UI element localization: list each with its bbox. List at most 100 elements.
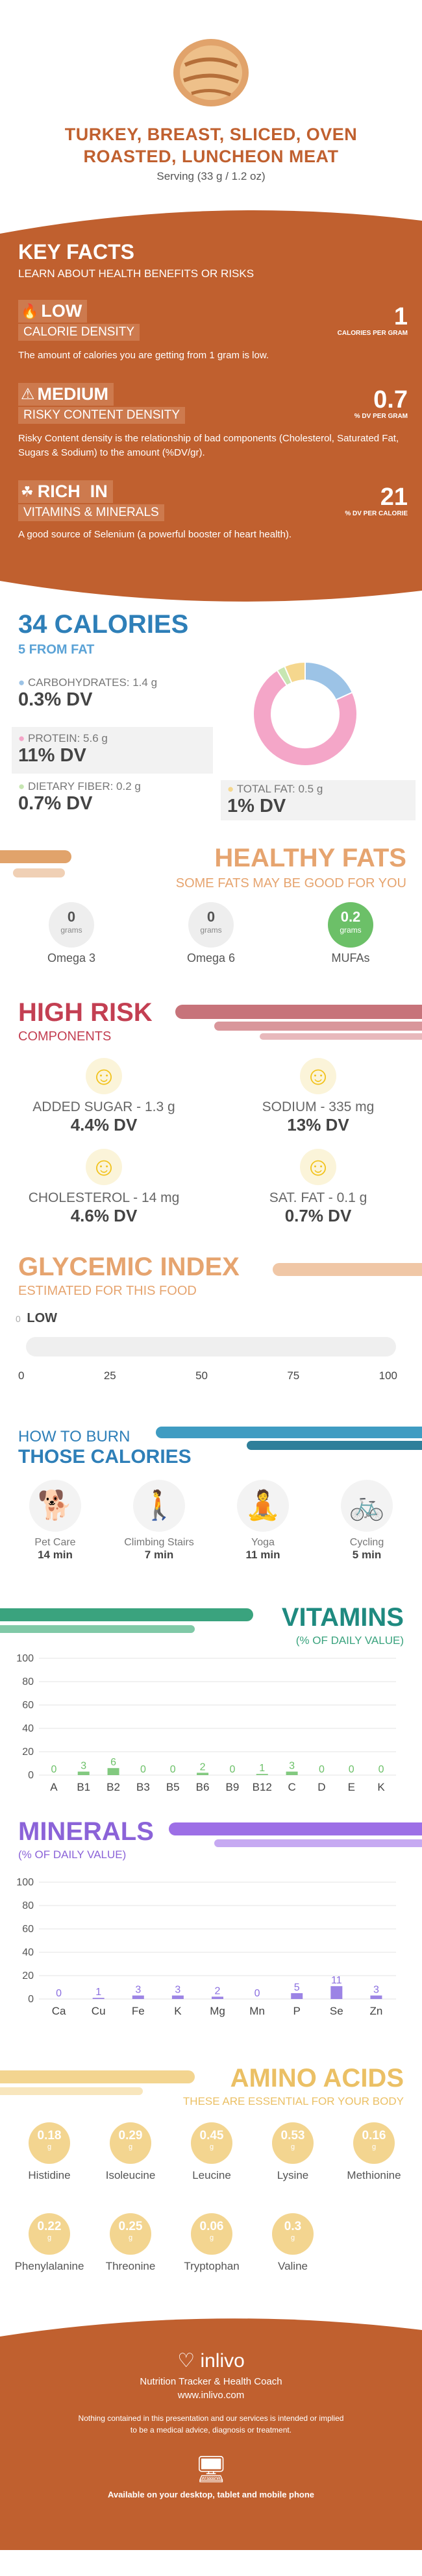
x-tick-label: Cu	[92, 2005, 106, 2017]
amino-unit: g	[290, 2143, 295, 2151]
risk-label: CHOLESTEROL - 14 mg	[28, 1190, 180, 1205]
risk-added-sugar: ☺ ADDED SUGAR - 1.3 g 4.4% DV	[26, 1058, 182, 1135]
fat-name: Omega 6	[186, 951, 236, 964]
high-risk-section: HIGH RISK COMPONENTS ☺ ADDED SUGAR - 1.3…	[0, 980, 422, 1240]
glycemic-title: GLYCEMIC INDEX	[18, 1253, 240, 1281]
bar-value-label: 2	[200, 1761, 206, 1773]
bar-value-label: 6	[110, 1757, 116, 1768]
key-fact-unit: % DV PER CALORIE	[345, 510, 408, 517]
protein-label: PROTEIN: 5.6 g	[28, 732, 108, 744]
smiley-icon: ☺	[86, 1058, 122, 1094]
calories-from-fat: 5 FROM FAT	[18, 643, 95, 657]
x-tick-label: B9	[226, 1781, 240, 1793]
glycemic-tick: 75	[287, 1369, 300, 1382]
key-fact-vitamins-minerals: ☘ RICH IN VITAMINS & MINERALS 21 % DV PE…	[18, 480, 408, 540]
x-tick-label: Mg	[210, 2005, 225, 2017]
donut-slice-protein	[253, 669, 358, 767]
activity-time: 11 min	[245, 1549, 280, 1561]
decor-bar	[214, 1022, 422, 1031]
amino-unit: g	[371, 2143, 377, 2151]
y-tick-label: 80	[22, 1900, 34, 1911]
bar-value-label: 3	[135, 1985, 141, 1996]
x-tick-label: K	[377, 1781, 385, 1793]
fat-mufas: 0.2 grams MUFAs	[321, 902, 380, 965]
healthy-fats-section: HEALTHY FATS SOME FATS MAY BE GOOD FOR Y…	[0, 818, 422, 980]
footer-background	[0, 2318, 422, 2550]
carbs-label: CARBOHYDRATES: 1.4 g	[28, 676, 158, 689]
key-fact-level: LOW	[41, 301, 82, 321]
smiley-icon: ☺	[300, 1149, 336, 1185]
healthy-fats-title: HEALTHY FATS	[214, 844, 406, 872]
amino-circle: 0.53 g	[272, 2122, 314, 2164]
amino-value: 0.53	[280, 2129, 305, 2142]
x-tick-label: B2	[106, 1781, 120, 1793]
x-tick-label: Ca	[52, 2005, 66, 2017]
amino-isoleucine: 0.29 g Isoleucine	[95, 2122, 166, 2182]
bar-value-label: 0	[349, 1764, 354, 1775]
bar-value-label: 0	[170, 1764, 176, 1775]
calories-title: 34 CALORIES	[18, 610, 189, 639]
bar-value-label: 11	[331, 1975, 342, 1986]
minerals-title: MINERALS	[18, 1817, 154, 1846]
amino-name: Threonine	[105, 2260, 156, 2272]
glycemic-tick: 50	[195, 1369, 208, 1382]
decor-bar	[169, 1822, 422, 1835]
bar-value-label: 0	[319, 1764, 325, 1775]
glycemic-value: 0	[16, 1314, 21, 1324]
glycemic-level: 0 LOW	[16, 1311, 57, 1326]
key-fact-description: Risky Content density is the relationshi…	[18, 433, 399, 458]
vitamins-section: VITAMINS (% OF DAILY VALUE) 0 20 40 60 80 100…	[0, 1603, 422, 1817]
amino-tryptophan: 0.06 g Tryptophan	[176, 2213, 247, 2273]
fiber-stat: ● DIETARY FIBER: 0.2 g 0.7% DV	[18, 780, 141, 815]
amino-value: 0.18	[37, 2129, 62, 2142]
fat-stat: ● TOTAL FAT: 0.5 g 1% DV	[221, 780, 416, 820]
amino-name: Methionine	[347, 2169, 401, 2181]
bar-Zn	[370, 1995, 382, 1999]
activity-climbing-stairs: 🚶 Climbing Stairs 7 min	[110, 1480, 208, 1562]
amino-grid: 0.18 g Histidine 0.29 g Isoleucine 0.45 g Leucin…	[0, 2122, 422, 2304]
risk-dv: 4.6% DV	[70, 1206, 138, 1225]
stairs-icon: 🚶	[133, 1480, 185, 1532]
decor-bar	[13, 868, 65, 877]
decor-bar	[0, 2087, 143, 2095]
x-tick-label: B12	[253, 1781, 272, 1793]
amino-circle: 0.16 g	[353, 2122, 395, 2164]
amino-circle: 0.06 g	[191, 2213, 232, 2255]
decor-bar	[214, 1839, 422, 1847]
bar-value-label: 3	[373, 1985, 379, 1996]
decor-bar	[273, 1263, 422, 1276]
bar-value-label: 1	[95, 1987, 101, 1998]
amino-unit: g	[209, 2143, 214, 2151]
cycling-icon: 🚲	[341, 1480, 393, 1532]
fat-omega3: 0 grams Omega 3	[42, 902, 101, 965]
bar-P	[291, 1993, 303, 1999]
x-tick-label: P	[293, 2005, 301, 2017]
risk-dv: 4.4% DV	[70, 1115, 138, 1135]
fat-unit: grams	[60, 926, 82, 935]
key-fact-value: 0.7	[373, 386, 408, 413]
risk-sat-fat: ☺ SAT. FAT - 0.1 g 0.7% DV	[240, 1149, 396, 1226]
vitamins-bar-chart: 0 20 40 60 80 100 0 A 3 B1 6 B2 0 B3 0 B5 2 B6 0 B9 1 B12 3 C 0 D…	[16, 1653, 396, 1793]
carbs-dv: 0.3% DV	[18, 689, 93, 710]
fat-name: MUFAs	[331, 951, 370, 964]
x-tick-label: B6	[196, 1781, 210, 1793]
high-risk-title: HIGH RISK	[18, 998, 153, 1027]
amino-name: Leucine	[192, 2169, 231, 2181]
y-tick-label: 60	[22, 1700, 34, 1711]
decor-bar	[0, 850, 71, 863]
food-title-line2: ROASTED, LUNCHEON MEAT	[83, 147, 339, 166]
risk-dv: 13% DV	[287, 1115, 349, 1135]
footer-url[interactable]: www.inlivo.com	[177, 2390, 245, 2401]
activity-time: 14 min	[38, 1549, 73, 1561]
serving-size: Serving (33 g / 1.2 oz)	[156, 170, 266, 182]
risk-label: ADDED SUGAR - 1.3 g	[32, 1099, 175, 1114]
risk-cholesterol: ☺ CHOLESTEROL - 14 mg 4.6% DV	[26, 1149, 182, 1226]
key-fact-level: MEDIUM	[37, 384, 109, 404]
vitamins-title: VITAMINS	[281, 1603, 404, 1632]
protein-stat: ● PROTEIN: 5.6 g 11% DV	[12, 727, 213, 774]
bar-value-label: 5	[294, 1982, 300, 1993]
footer-disclaimer-2: to be a medical advice, diagnosis or tre…	[130, 2425, 292, 2435]
amino-leucine: 0.45 g Leucine	[176, 2122, 247, 2182]
bar-value-label: 0	[140, 1764, 146, 1775]
amino-name: Valine	[278, 2260, 308, 2272]
